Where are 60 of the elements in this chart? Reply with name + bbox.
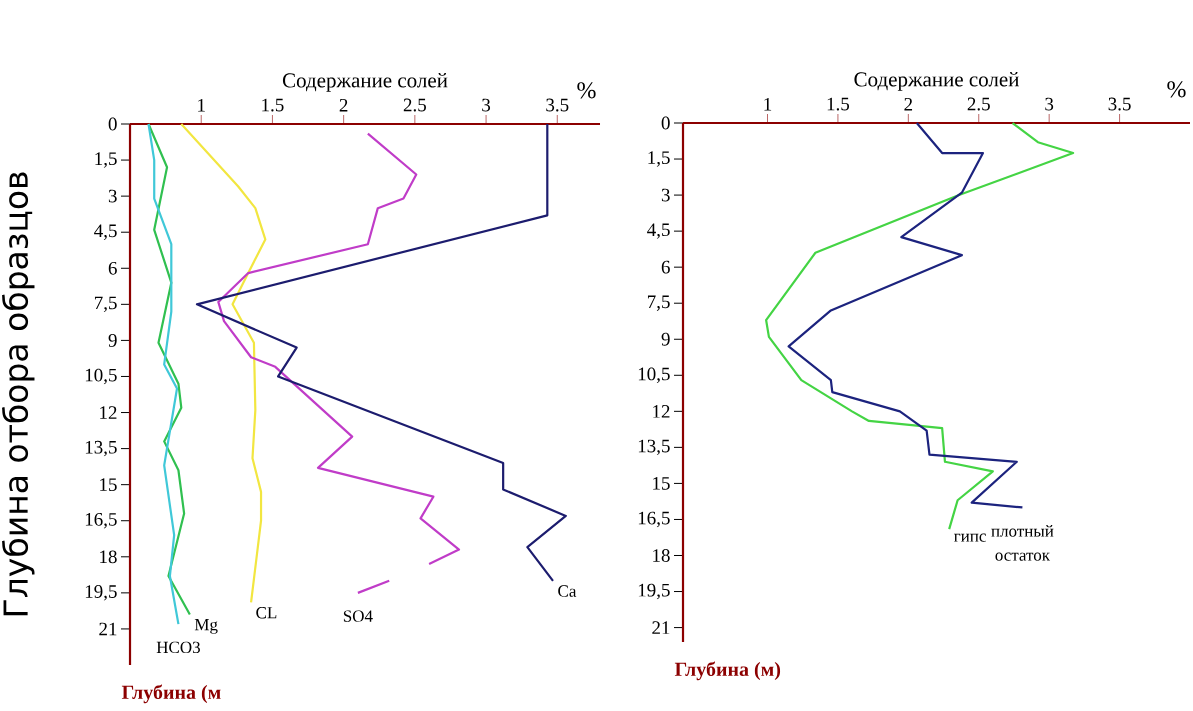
y-tick-label: 13,5: [85, 440, 117, 457]
y-tick-label: 21: [652, 621, 670, 634]
x-tick-label: 3.5: [1108, 97, 1131, 111]
y-tick-label: 7,5: [94, 296, 117, 313]
y-tick-label: 12: [653, 405, 670, 418]
y-tick-label: 21: [99, 622, 117, 636]
x-tick-label: 3.5: [546, 98, 569, 112]
series-label: SO4: [343, 610, 373, 622]
y-tick-label: 4,5: [647, 223, 670, 239]
text: %: [1167, 81, 1186, 98]
y-tick-label: 6: [661, 260, 670, 274]
x-tick-label: 1.5: [262, 98, 284, 112]
y-axis-title: Глубина отбора образцов: [1, 172, 35, 616]
y-tick-label: 16,5: [85, 512, 117, 529]
x-tick-label: 2: [904, 97, 913, 111]
line-series: [195, 122, 567, 582]
y-tick-label: 1,5: [95, 152, 117, 168]
x-tick-label: 2.5: [403, 98, 426, 112]
x-tick-label: 1: [198, 98, 205, 112]
y-tick-label: 4,5: [94, 224, 117, 240]
series-label: HCO3: [156, 641, 200, 654]
y-tick-label: 9: [661, 332, 670, 346]
y-tick-label: 18: [653, 549, 670, 562]
y-tick-label: 9: [108, 334, 117, 347]
y-tick-label: 15: [100, 478, 117, 492]
text: Глубина (м: [121, 684, 221, 704]
y-tick-label: 3: [108, 189, 117, 203]
series-label: Ca: [558, 585, 577, 597]
y-tick-label: 18: [100, 550, 117, 564]
y-tick-label: 13,5: [638, 439, 670, 456]
line-series: [180, 122, 267, 604]
y-tick-label: 15: [653, 477, 670, 490]
x-tick-label: 3: [482, 98, 491, 112]
line-series: [147, 122, 180, 626]
text: Глубина (м): [674, 661, 781, 681]
x-tick-label: 1: [764, 97, 772, 111]
line-series: [787, 121, 1024, 509]
series-label: CL: [256, 607, 277, 619]
y-tick-label: 6: [108, 261, 117, 275]
x-axis-title: Содержание солей: [282, 72, 448, 92]
x-axis-title: Содержание солей: [854, 71, 1019, 91]
series-label: Mg: [194, 619, 218, 634]
y-tick-label: 10,5: [638, 367, 670, 384]
x-tick-label: 1.5: [827, 97, 850, 111]
text: %: [577, 82, 596, 99]
y-tick-label: 19,5: [638, 583, 670, 600]
y-tick-label: 3: [661, 188, 670, 202]
y-tick-label: 7,5: [647, 295, 670, 311]
y-tick-label: 12: [100, 406, 117, 419]
y-tick-label: 10,5: [85, 368, 117, 385]
y-tick-label: 0: [661, 116, 670, 130]
series-label: гипс: [954, 533, 986, 542]
y-tick-label: 0: [108, 117, 117, 131]
x-tick-label: 2.5: [967, 97, 990, 111]
series-label: плотный остаток: [991, 524, 1054, 561]
x-tick-label: 2: [339, 98, 348, 112]
y-tick-label: 19,5: [85, 585, 117, 601]
y-tick-label: 1,5: [648, 151, 670, 167]
x-tick-label: 3: [1045, 97, 1054, 111]
y-tick-label: 16,5: [638, 511, 670, 528]
